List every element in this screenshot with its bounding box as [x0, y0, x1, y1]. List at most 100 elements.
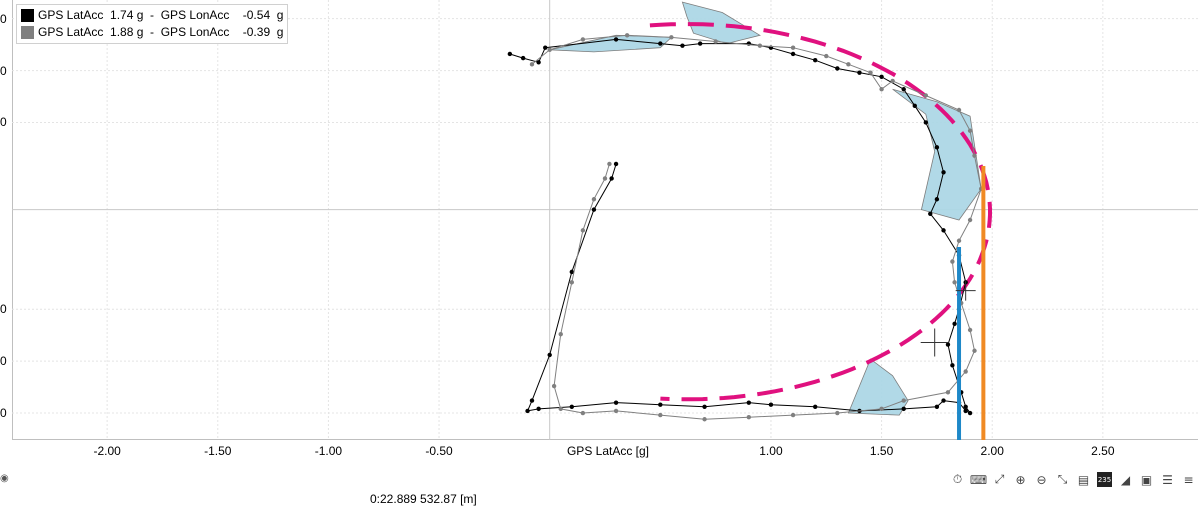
plot-area[interactable]: [12, 0, 1198, 440]
series-2-point: [569, 280, 575, 285]
series-1-point: [963, 408, 968, 414]
series-1-point: [790, 51, 796, 57]
series-2-point: [713, 39, 718, 44]
series-2-point: [580, 410, 586, 416]
series-1-point: [967, 410, 973, 416]
zoom-reset-icon[interactable]: ⤡: [1057, 472, 1068, 486]
series-1-point: [912, 103, 917, 109]
y-tick-label: 0: [0, 406, 7, 421]
shaded-region-4: [847, 358, 909, 416]
triangle-icon[interactable]: ◢: [1120, 472, 1131, 487]
y-tick-label: 0: [0, 115, 7, 130]
zoom-fit-icon[interactable]: ⤢: [994, 472, 1005, 486]
image-icon[interactable]: ▣: [1140, 472, 1153, 487]
keyboard-icon[interactable]: ⌨: [969, 472, 988, 487]
crosshair-cursor-1: [920, 328, 949, 357]
series-2-point: [923, 93, 929, 98]
series-2-point: [790, 45, 796, 50]
series-1-point: [658, 41, 663, 46]
series-1-point: [901, 406, 906, 412]
shaded-region-3: [892, 88, 982, 221]
series-1-point: [547, 352, 552, 358]
series-2-point: [952, 280, 957, 285]
radio-indicator-icon[interactable]: ◉: [0, 473, 9, 484]
legend: GPS LatAcc 1.74 g - GPS LonAcc -0.54 g G…: [16, 4, 289, 44]
series-1-point: [813, 57, 818, 63]
y-tick-label: 0: [0, 302, 7, 317]
series-1-point: [879, 74, 884, 79]
series-1-point: [941, 228, 946, 233]
series-2-point: [901, 398, 906, 403]
series-1-point: [613, 161, 619, 167]
x-axis-label: GPS LatAcc [g]: [566, 444, 650, 458]
legend-entry-1: GPS LatAcc 1.74 g - GPS LonAcc -0.54 g: [21, 7, 283, 24]
series-2-point: [835, 410, 840, 416]
series-2-point: [868, 70, 873, 75]
series-2-point: [558, 331, 563, 337]
position-readout: 0:22.889 532.87 [m]: [370, 492, 477, 506]
crosshair-cursor-2: [955, 280, 976, 301]
toolbar: ⏱ ⌨ ⤢ ⊕ ⊖ ⤡ ▤ 235 ◢ ▣ ☰ ≡: [950, 472, 1196, 487]
legend-swatch-1: [21, 9, 34, 22]
fitted-arc-dashed: [649, 22, 992, 402]
series-1-point: [746, 400, 752, 405]
series-2-point: [551, 383, 557, 389]
series-1-point: [613, 400, 619, 405]
legend-entry-2: GPS LatAcc 1.88 g - GPS LonAcc -0.39 g: [21, 24, 283, 41]
zoom-out-icon[interactable]: ⊖: [1036, 472, 1047, 487]
series-2-point: [972, 348, 977, 353]
series-2-point: [879, 406, 884, 412]
series-1-point: [520, 55, 526, 61]
series-1-point: [658, 402, 663, 407]
series-1-point: [928, 211, 933, 216]
x-tick-label: 1.00: [759, 444, 783, 458]
series-2-point: [669, 35, 674, 40]
series-1-point: [945, 342, 951, 347]
series-1-point: [941, 170, 946, 175]
series-2-point: [879, 87, 884, 92]
series-2-point: [967, 217, 973, 223]
series-2-point: [580, 228, 586, 233]
legend-label-1: GPS LatAcc 1.74 g - GPS LonAcc -0.54 g: [38, 8, 284, 22]
x-tick-label: 2.50: [1091, 444, 1115, 458]
series-1-point: [963, 404, 968, 409]
series-2-point: [580, 37, 586, 42]
zoom-in-icon[interactable]: ⊕: [1015, 472, 1026, 487]
series-1-point: [934, 145, 940, 150]
series-1-point: [857, 70, 862, 75]
series-2-point: [607, 161, 612, 167]
layout-icon[interactable]: ▤: [1077, 472, 1090, 487]
series-1-point: [950, 363, 955, 368]
series-1-point: [952, 321, 957, 326]
series-1-point: [768, 402, 774, 407]
x-tick-label: 2.00: [980, 444, 1004, 458]
series-1-point: [536, 60, 541, 65]
y-tick-label: 0: [0, 11, 7, 26]
x-tick-label: -2.00: [93, 444, 121, 458]
series-1-point: [536, 406, 541, 412]
series-1-point: [934, 404, 940, 409]
series-2-point: [967, 327, 973, 333]
series-1-point: [569, 404, 575, 409]
timer-icon[interactable]: ⏱: [952, 472, 963, 486]
series-1-point: [702, 404, 707, 409]
series-1-point: [569, 269, 575, 275]
series-1-point: [835, 66, 840, 71]
number-badge-icon[interactable]: 235: [1097, 472, 1112, 487]
series-2-point: [790, 412, 796, 418]
series-2-point: [967, 128, 973, 133]
panel-icon[interactable]: ☰: [1162, 472, 1173, 487]
x-tick-label: -1.00: [314, 444, 343, 458]
series-1-point: [609, 176, 614, 181]
series-2-point: [890, 78, 895, 84]
x-tick-label: 1.50: [869, 444, 894, 458]
series-2-point: [624, 33, 630, 38]
series-1-point: [934, 197, 940, 202]
series-2-point: [956, 238, 962, 243]
series-2-point: [702, 417, 707, 422]
series-2-point: [613, 408, 619, 414]
series-1-point: [613, 37, 619, 42]
list-icon[interactable]: ≡: [1183, 472, 1194, 487]
series-1-point: [680, 43, 685, 48]
